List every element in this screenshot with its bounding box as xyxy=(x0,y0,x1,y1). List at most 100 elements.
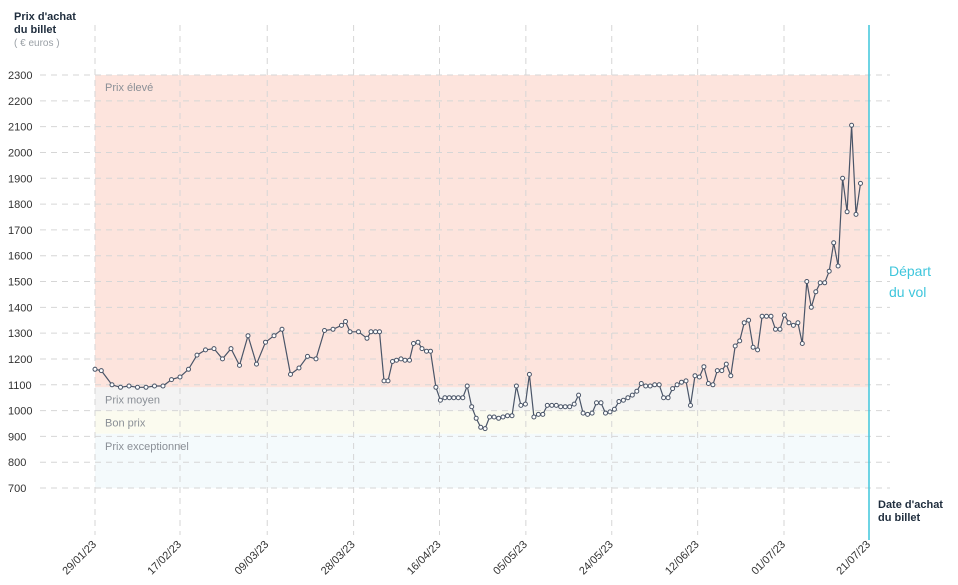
data-point xyxy=(254,361,259,367)
x-tick-label: 01/07/23 xyxy=(749,539,788,578)
data-point xyxy=(98,368,104,374)
data-point xyxy=(288,371,293,377)
data-point xyxy=(638,381,644,386)
zone-labels: Prix élevé Prix moyen Bon prix Prix excepti… xyxy=(105,82,189,453)
y-tick-label: 800 xyxy=(8,457,26,469)
data-point xyxy=(513,383,519,389)
x-tick-label: 09/03/23 xyxy=(233,539,272,578)
data-point xyxy=(322,328,327,333)
data-point xyxy=(455,395,461,401)
data-point xyxy=(169,377,174,383)
data-point xyxy=(688,402,693,408)
data-point xyxy=(764,313,769,319)
data-point xyxy=(402,357,408,363)
y-tick-label: 2300 xyxy=(8,70,32,82)
data-point xyxy=(594,400,599,406)
data-point xyxy=(723,361,729,367)
data-point xyxy=(553,402,559,408)
departure-label-line1: Départ xyxy=(889,263,932,279)
y-axis-unit: ( € euros ) xyxy=(14,38,60,49)
data-point xyxy=(464,383,470,389)
data-point xyxy=(451,395,457,401)
data-point xyxy=(679,379,684,385)
data-point xyxy=(835,263,841,269)
data-point xyxy=(737,338,743,344)
data-point xyxy=(442,395,448,401)
y-tick-label: 900 xyxy=(8,431,26,443)
y-tick-label: 1700 xyxy=(8,225,32,237)
data-point xyxy=(296,365,302,371)
data-point xyxy=(109,382,115,388)
data-point xyxy=(741,320,747,326)
x-tick-label: 21/07/23 xyxy=(834,539,873,578)
x-tick-label: 28/03/23 xyxy=(319,539,358,578)
data-point xyxy=(616,399,622,404)
data-point xyxy=(92,366,98,372)
zone-label: Prix élevé xyxy=(105,82,153,94)
y-tick-label: 1000 xyxy=(8,406,32,418)
data-point xyxy=(750,344,756,350)
data-point xyxy=(135,384,140,390)
y-tick-label: 1500 xyxy=(8,277,32,289)
data-point xyxy=(652,382,658,388)
data-point xyxy=(415,339,421,345)
y-tick-label: 1400 xyxy=(8,302,32,314)
data-point xyxy=(674,382,680,388)
data-point xyxy=(643,383,649,389)
data-point xyxy=(419,346,425,352)
y-tick-label: 1900 xyxy=(8,173,32,185)
data-point xyxy=(683,378,689,384)
data-point xyxy=(576,392,582,398)
y-tick-label: 1300 xyxy=(8,328,32,340)
data-point xyxy=(858,180,863,186)
data-point xyxy=(186,366,191,372)
data-point xyxy=(411,341,416,346)
zone-band xyxy=(95,433,869,488)
data-point xyxy=(143,384,149,390)
data-point xyxy=(849,122,855,128)
data-point xyxy=(620,397,626,403)
data-point xyxy=(634,388,640,394)
data-point xyxy=(356,329,361,335)
data-point xyxy=(768,313,774,319)
data-point xyxy=(585,411,591,417)
zone-label: Prix exceptionnel xyxy=(105,441,189,453)
y-axis-title: Prix d'achat du billet ( € euros ) xyxy=(14,11,104,50)
data-point xyxy=(279,326,285,332)
data-point xyxy=(692,373,698,379)
data-point xyxy=(589,410,595,416)
data-point xyxy=(625,395,631,401)
data-point xyxy=(390,359,395,364)
data-point xyxy=(118,384,123,390)
data-point xyxy=(661,395,667,401)
data-point xyxy=(194,352,200,358)
data-point xyxy=(714,368,720,374)
data-point xyxy=(377,329,382,335)
x-tick-label: 12/06/23 xyxy=(663,539,702,578)
data-point xyxy=(385,378,391,384)
y-axis-ticks: 700 800 900 1000 1100 1200 1300 1400 1500 1600 170… xyxy=(8,70,32,495)
data-point xyxy=(305,353,310,359)
data-point xyxy=(407,357,412,363)
data-point xyxy=(394,357,399,363)
data-point xyxy=(728,373,734,379)
data-point xyxy=(790,322,796,328)
data-point xyxy=(446,395,452,401)
zone-band xyxy=(95,387,869,411)
data-point xyxy=(607,409,613,415)
data-point xyxy=(203,347,208,353)
departure-label-line2: du vol xyxy=(889,284,927,300)
y-tick-label: 2100 xyxy=(8,122,32,134)
data-point xyxy=(245,333,251,339)
data-point xyxy=(522,401,528,407)
data-point xyxy=(343,319,348,324)
data-point xyxy=(339,322,344,328)
data-point xyxy=(647,383,653,389)
data-point xyxy=(160,383,166,389)
zone-label: Prix moyen xyxy=(105,394,160,406)
data-point xyxy=(567,404,573,410)
data-point xyxy=(665,395,671,401)
data-point xyxy=(804,279,810,284)
data-point xyxy=(263,339,268,345)
data-point xyxy=(719,368,725,374)
